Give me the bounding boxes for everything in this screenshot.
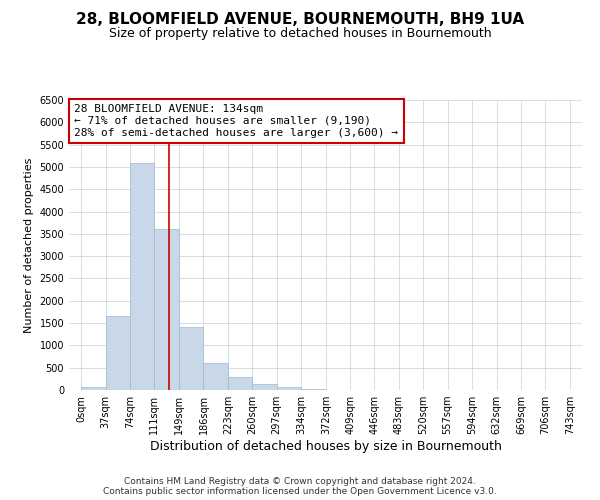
- Text: 28 BLOOMFIELD AVENUE: 134sqm
← 71% of detached houses are smaller (9,190)
28% of: 28 BLOOMFIELD AVENUE: 134sqm ← 71% of de…: [74, 104, 398, 138]
- Bar: [130, 164, 154, 390]
- Bar: [277, 386, 301, 390]
- Text: Size of property relative to detached houses in Bournemouth: Size of property relative to detached ho…: [109, 28, 491, 40]
- Bar: [203, 363, 228, 390]
- Bar: [228, 376, 252, 390]
- Bar: [179, 326, 203, 390]
- Y-axis label: Number of detached properties: Number of detached properties: [24, 158, 34, 332]
- Text: Contains HM Land Registry data © Crown copyright and database right 2024.: Contains HM Land Registry data © Crown c…: [124, 478, 476, 486]
- Bar: [301, 389, 326, 390]
- Bar: [252, 384, 277, 390]
- Text: Contains public sector information licensed under the Open Government Licence v3: Contains public sector information licen…: [103, 488, 497, 496]
- X-axis label: Distribution of detached houses by size in Bournemouth: Distribution of detached houses by size …: [149, 440, 502, 453]
- Bar: [154, 230, 179, 390]
- Text: 28, BLOOMFIELD AVENUE, BOURNEMOUTH, BH9 1UA: 28, BLOOMFIELD AVENUE, BOURNEMOUTH, BH9 …: [76, 12, 524, 28]
- Bar: [106, 316, 130, 390]
- Bar: [81, 387, 106, 390]
